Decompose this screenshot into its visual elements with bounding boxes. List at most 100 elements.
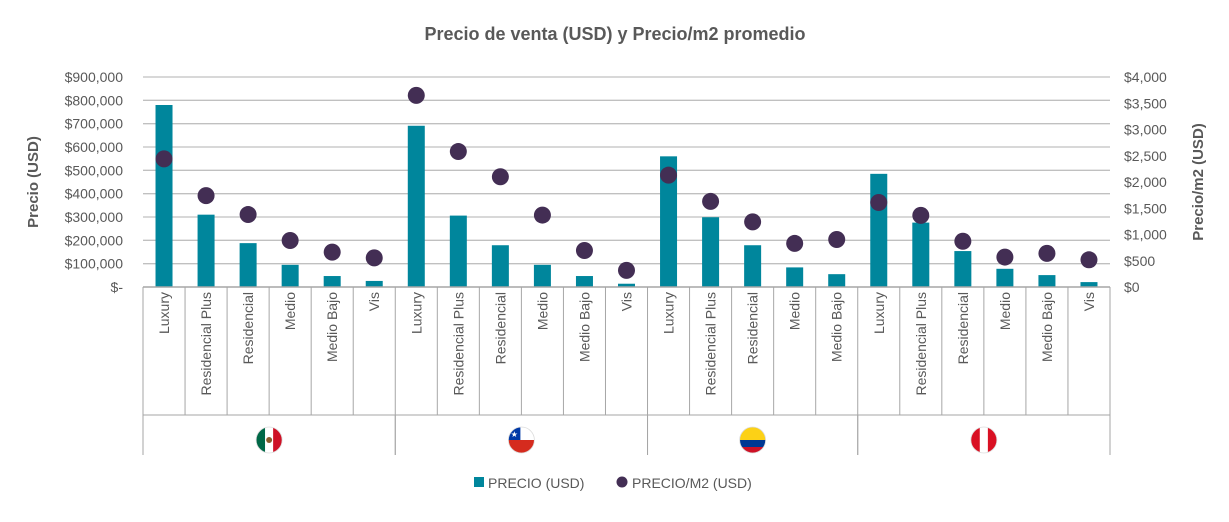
x-tick-label: Luxury [156, 292, 172, 334]
bar [155, 105, 173, 287]
bar [197, 214, 215, 287]
bar [491, 245, 509, 287]
colombia-flag-icon [739, 426, 767, 454]
bar [281, 264, 299, 287]
y2-tick-label: $500 [1124, 253, 1155, 269]
price-m2-dot [533, 206, 551, 224]
price-m2-dot [575, 242, 593, 260]
bar [449, 215, 467, 287]
y-tick-label: $100,000 [65, 256, 124, 272]
price-m2-dot [449, 143, 467, 161]
price-m2-dot [491, 168, 509, 186]
y2-tick-label: $3,000 [1124, 122, 1167, 138]
x-tick-label: Luxury [871, 292, 887, 334]
price-m2-dot [155, 150, 173, 168]
price-m2-dot [239, 206, 257, 224]
chile-flag-icon: ★ [507, 426, 535, 454]
price-m2-dot [744, 213, 762, 231]
price-m2-dot [197, 187, 215, 205]
peru-flag-icon [970, 426, 998, 454]
x-tick-label: Residencial Plus [913, 292, 929, 396]
x-tick-label: Residencial Plus [450, 292, 466, 396]
x-tick-label: Medio Bajo [324, 292, 340, 362]
mexico-flag-icon [255, 426, 283, 454]
price-m2-dot [365, 249, 383, 267]
y2-tick-label: $2,000 [1124, 174, 1167, 190]
price-m2-dot [996, 248, 1014, 266]
bar [954, 251, 972, 287]
price-m2-dot [323, 243, 341, 261]
bar [323, 276, 341, 287]
y-tick-label: $200,000 [65, 232, 124, 248]
y-tick-label: $300,000 [65, 209, 124, 225]
bar [996, 268, 1014, 287]
svg-text:★: ★ [511, 430, 518, 439]
y-tick-label: $500,000 [65, 162, 124, 178]
bar [533, 264, 551, 287]
bar [870, 173, 888, 287]
legend: PRECIO (USD) PRECIO/M2 (USD) [474, 475, 752, 491]
x-tick-label: Medio Bajo [829, 292, 845, 362]
x-tick-label: Residencial [955, 292, 971, 364]
bar [575, 276, 593, 287]
x-tick-label: Vis [1081, 292, 1097, 311]
y2-tick-label: $3,500 [1124, 95, 1167, 111]
x-tick-label: Medio Bajo [576, 292, 592, 362]
x-tick-label: Luxury [661, 292, 677, 334]
y-tick-label: $- [111, 279, 124, 295]
y-tick-label: $800,000 [65, 92, 124, 108]
legend-dot-label: PRECIO/M2 (USD) [632, 475, 752, 491]
y2-tick-label: $4,000 [1124, 69, 1167, 85]
bar [744, 245, 762, 287]
price-m2-dot [407, 86, 425, 104]
bar [660, 156, 678, 287]
chart-title: Precio de venta (USD) y Precio/m2 promed… [424, 24, 805, 44]
price-m2-dot [1038, 244, 1056, 262]
y2-tick-label: $0 [1124, 279, 1140, 295]
bar [912, 222, 930, 287]
y2-tick-label: $1,000 [1124, 227, 1167, 243]
legend-bar-label: PRECIO (USD) [488, 475, 584, 491]
price-m2-dot [786, 234, 804, 252]
x-tick-label: Vis [366, 292, 382, 311]
price-m2-dot [954, 232, 972, 250]
price-m2-dot [702, 192, 720, 210]
x-tick-label: Residencial [745, 292, 761, 364]
price-m2-dot [1080, 251, 1098, 269]
x-tick-label: Medio [997, 292, 1013, 330]
bar [828, 274, 846, 287]
y-tick-label: $600,000 [65, 139, 124, 155]
bar [407, 125, 425, 288]
legend-dot-swatch [616, 476, 628, 488]
x-tick-label: Residencial Plus [198, 292, 214, 396]
y-tick-label: $400,000 [65, 186, 124, 202]
price-m2-dot [618, 261, 635, 279]
x-tick-label: Medio [787, 292, 803, 330]
bar [618, 283, 635, 287]
x-tick-label: Residencial Plus [703, 292, 719, 396]
y2-tick-label: $1,500 [1124, 200, 1167, 216]
bar [702, 217, 720, 287]
price-m2-dot [281, 232, 299, 250]
price-m2-dot [870, 193, 888, 211]
y2-tick-label: $2,500 [1124, 148, 1167, 164]
x-tick-label: Luxury [408, 292, 424, 334]
price-m2-dot [912, 206, 930, 224]
legend-bar-swatch [474, 477, 484, 487]
y-tick-label: $900,000 [65, 69, 124, 85]
price-m2-dot [660, 166, 678, 184]
y-axis-label: Precio (USD) [25, 136, 42, 228]
x-tick-label: Residencial [240, 292, 256, 364]
price-m2-dot [828, 230, 846, 248]
x-tick-label: Medio Bajo [1039, 292, 1055, 362]
bar [365, 280, 383, 287]
y-tick-label: $700,000 [65, 116, 124, 132]
x-tick-label: Residencial [492, 292, 508, 364]
x-tick-label: Medio [282, 292, 298, 330]
bar [239, 243, 257, 287]
y2-axis-label: Precio/m2 (USD) [1190, 123, 1207, 241]
bar [1080, 282, 1098, 287]
bar [786, 267, 804, 287]
